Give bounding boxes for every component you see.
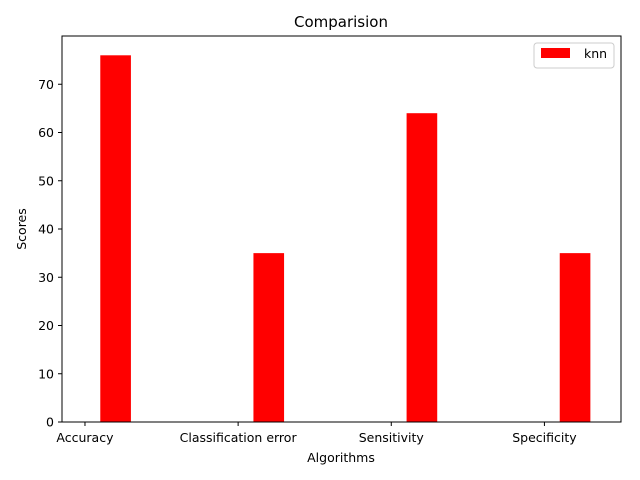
y-tick-label: 20 (38, 318, 54, 333)
x-tick-label: Specificity (512, 430, 577, 445)
y-tick-label: 10 (38, 366, 54, 381)
x-ticks: Accuracy Classification error Sensitivity S… (56, 422, 577, 445)
y-axis-label: Scores (14, 208, 29, 250)
legend-swatch-knn (541, 48, 570, 58)
y-tick-label: 0 (46, 415, 54, 430)
legend: knn (533, 42, 615, 69)
y-ticks: 0 10 20 30 40 50 60 70 (38, 77, 62, 430)
bar-classification-error (253, 253, 285, 422)
y-tick-label: 40 (38, 222, 54, 237)
y-tick-label: 70 (38, 77, 54, 92)
legend-label-knn: knn (584, 46, 607, 61)
x-tick-label: Accuracy (56, 430, 114, 445)
x-tick-label: Sensitivity (359, 430, 425, 445)
bar-specificity (559, 253, 591, 422)
x-axis-label: Algorithms (307, 450, 375, 465)
x-tick-label: Classification error (180, 430, 298, 445)
y-tick-label: 60 (38, 125, 54, 140)
bar-accuracy (100, 55, 131, 423)
plot-frame (61, 35, 622, 423)
y-tick-label: 50 (38, 173, 54, 188)
y-tick-label: 30 (38, 270, 54, 285)
bars-layer (100, 55, 591, 423)
bar-sensitivity (406, 113, 438, 422)
chart-title: Comparision (294, 13, 388, 31)
